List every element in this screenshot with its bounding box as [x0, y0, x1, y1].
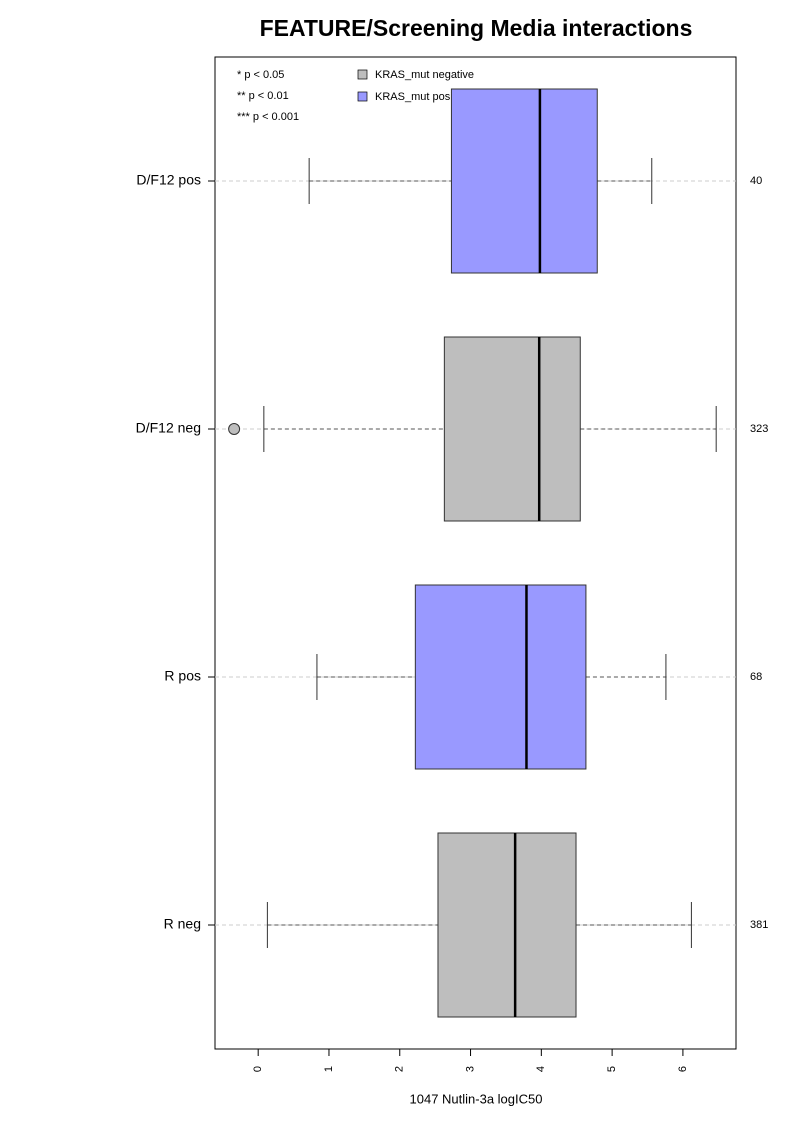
outlier	[228, 423, 241, 435]
box	[450, 88, 598, 274]
count-label: 40	[750, 175, 762, 187]
x-axis-label: 1047 Nutlin-3a logIC50	[410, 1091, 543, 1106]
count-label: 381	[750, 919, 768, 931]
x-tick-label: 4	[535, 1066, 547, 1072]
x-tick-label: 6	[677, 1066, 689, 1072]
plot-frame	[214, 56, 737, 1050]
x-tick-label: 0	[252, 1066, 264, 1072]
y-tick-label: R neg	[164, 916, 201, 932]
y-tick-label: R pos	[164, 668, 201, 684]
y-tick-label: D/F12 pos	[136, 172, 201, 188]
count-label: 323	[750, 423, 768, 435]
box	[414, 584, 587, 770]
significance-note: ** p < 0.01	[237, 90, 289, 102]
x-tick-label: 2	[394, 1066, 406, 1072]
count-label: 68	[750, 671, 762, 683]
significance-note: * p < 0.05	[237, 69, 284, 81]
legend-label: KRAS_mut positive	[375, 91, 470, 103]
x-tick-label: 1	[323, 1066, 335, 1072]
significance-note: *** p < 0.001	[237, 111, 299, 123]
legend-swatch	[357, 69, 368, 80]
legend-label: KRAS_mut negative	[375, 69, 474, 81]
y-tick-label: D/F12 neg	[136, 420, 201, 436]
x-tick-label: 3	[464, 1066, 476, 1072]
x-tick-label: 5	[606, 1066, 618, 1072]
box	[443, 336, 581, 522]
box	[437, 832, 577, 1018]
chart-title: FEATURE/Screening Media interactions	[260, 15, 693, 41]
legend-swatch	[357, 91, 368, 102]
